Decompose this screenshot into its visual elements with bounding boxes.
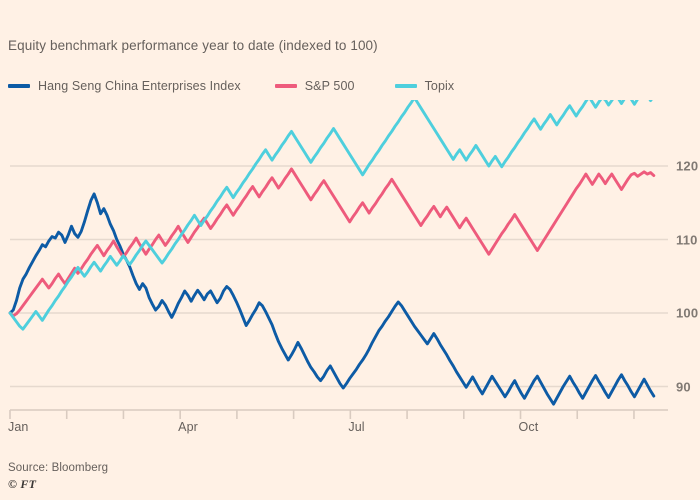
ft-brand-mark: © FT bbox=[8, 477, 37, 491]
legend-color-swatch-icon bbox=[394, 84, 417, 88]
x-axis-tick-label: Oct bbox=[518, 420, 539, 434]
legend-color-swatch-icon bbox=[8, 84, 30, 88]
x-axis-tick-label: Jul bbox=[348, 420, 365, 434]
series-line bbox=[8, 192, 656, 406]
legend-item-label: Topix bbox=[424, 79, 455, 93]
x-axis-tick-label: Jan bbox=[8, 420, 29, 434]
legend-item[interactable]: Topix bbox=[394, 79, 455, 93]
legend-item[interactable]: Hang Seng China Enterprises Index bbox=[8, 79, 241, 93]
page-title: Equity benchmark performance year to dat… bbox=[8, 38, 378, 53]
chart-legend: Hang Seng China Enterprises Index S&P 500… bbox=[8, 78, 454, 94]
x-axis-tick-label: Apr bbox=[178, 420, 198, 434]
series-line bbox=[8, 100, 653, 331]
chart-plot-area bbox=[8, 100, 668, 419]
source-note: Source: Bloomberg bbox=[8, 462, 109, 474]
legend-item-label: S&P 500 bbox=[304, 79, 355, 93]
legend-item[interactable]: S&P 500 bbox=[274, 79, 355, 93]
legend-item-label: Hang Seng China Enterprises Index bbox=[38, 79, 241, 93]
x-axis-labels: Jan Apr Jul Oct bbox=[0, 420, 700, 440]
chart-footer: Source: Bloomberg © FT bbox=[8, 462, 108, 492]
legend-color-swatch-icon bbox=[274, 84, 297, 88]
series-line bbox=[8, 167, 656, 318]
